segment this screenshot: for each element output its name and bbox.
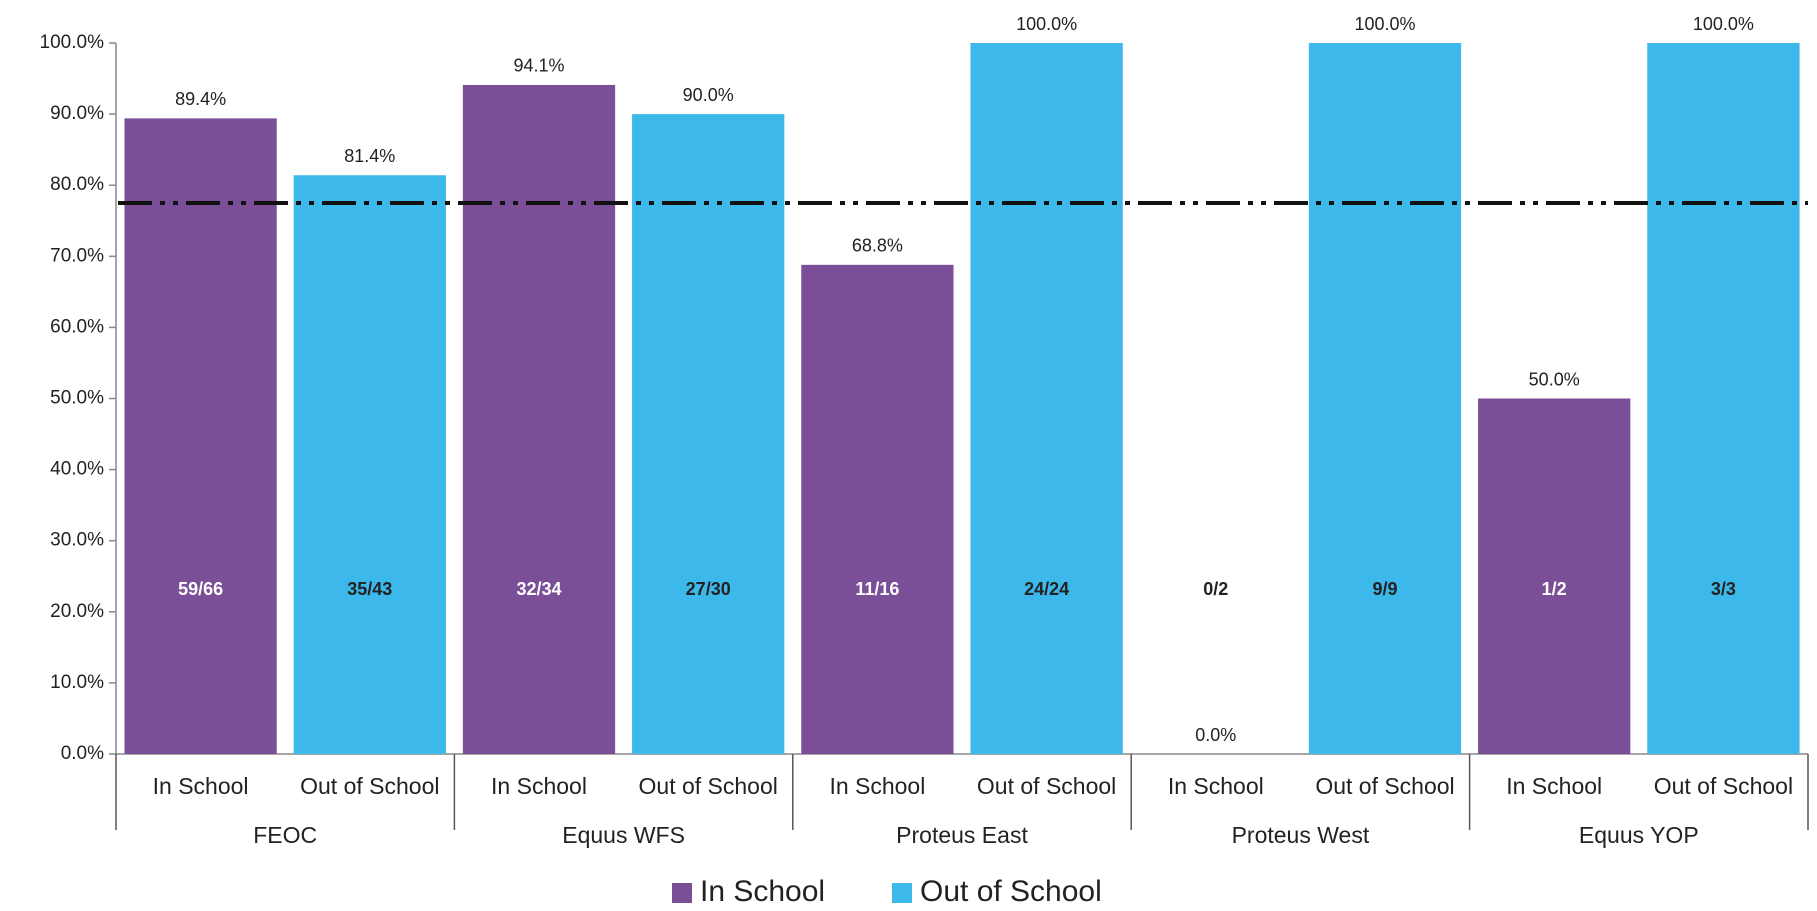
group-label: Equus YOP: [1579, 822, 1699, 848]
sub-label: In School: [1506, 773, 1602, 799]
value-label: 89.4%: [175, 89, 226, 109]
bar: [1308, 43, 1462, 754]
fraction-label: 3/3: [1711, 579, 1736, 599]
y-tick-label: 20.0%: [50, 601, 104, 622]
sub-label: Out of School: [300, 773, 439, 799]
bar: [1647, 43, 1800, 754]
y-tick-label: 30.0%: [50, 530, 104, 551]
sub-label: Out of School: [1315, 773, 1454, 799]
fraction-label: 9/9: [1372, 579, 1397, 599]
bar: [970, 43, 1123, 754]
sub-label: Out of School: [1654, 773, 1793, 799]
value-label: 68.8%: [852, 236, 903, 256]
y-tick-label: 100.0%: [40, 32, 105, 53]
value-label: 0.0%: [1195, 725, 1236, 745]
fraction-label: 35/43: [347, 579, 392, 599]
group-label: Equus WFS: [562, 822, 685, 848]
value-label: 100.0%: [1693, 14, 1754, 34]
sub-label: Out of School: [977, 773, 1116, 799]
fraction-label: 27/30: [686, 579, 731, 599]
fraction-label: 0/2: [1203, 579, 1228, 599]
y-tick-label: 50.0%: [50, 388, 104, 409]
bar: [1478, 398, 1631, 754]
fraction-label: 1/2: [1542, 579, 1567, 599]
value-label: 100.0%: [1016, 14, 1077, 34]
bar: [462, 84, 616, 755]
sub-label: Out of School: [639, 773, 778, 799]
value-label: 94.1%: [513, 56, 564, 76]
group-label: Proteus East: [896, 822, 1028, 848]
bar: [632, 114, 785, 755]
group-label: Proteus West: [1232, 822, 1370, 848]
fraction-label: 32/34: [516, 579, 561, 599]
y-tick-label: 0.0%: [61, 743, 104, 764]
value-label: 81.4%: [344, 146, 395, 166]
sub-label: In School: [829, 773, 925, 799]
legend-swatch: [892, 883, 912, 903]
value-label: 100.0%: [1354, 14, 1415, 34]
y-tick-label: 90.0%: [50, 103, 104, 124]
fraction-label: 59/66: [178, 579, 223, 599]
bar: [293, 175, 446, 755]
legend-label: Out of School: [920, 875, 1102, 908]
sub-label: In School: [1168, 773, 1264, 799]
bar: [801, 264, 954, 754]
legend-label: In School: [700, 875, 825, 908]
legend-swatch: [672, 883, 692, 903]
y-tick-label: 10.0%: [50, 672, 104, 693]
y-tick-label: 40.0%: [50, 459, 104, 480]
value-label: 50.0%: [1529, 369, 1580, 389]
value-label: 90.0%: [683, 85, 734, 105]
y-tick-label: 60.0%: [50, 316, 104, 337]
fraction-label: 11/16: [855, 579, 899, 599]
sub-label: In School: [153, 773, 249, 799]
y-tick-label: 80.0%: [50, 174, 104, 195]
fraction-label: 24/24: [1024, 579, 1069, 599]
sub-label: In School: [491, 773, 587, 799]
group-label: FEOC: [253, 822, 317, 848]
bar: [124, 118, 277, 755]
y-tick-label: 70.0%: [50, 245, 104, 266]
